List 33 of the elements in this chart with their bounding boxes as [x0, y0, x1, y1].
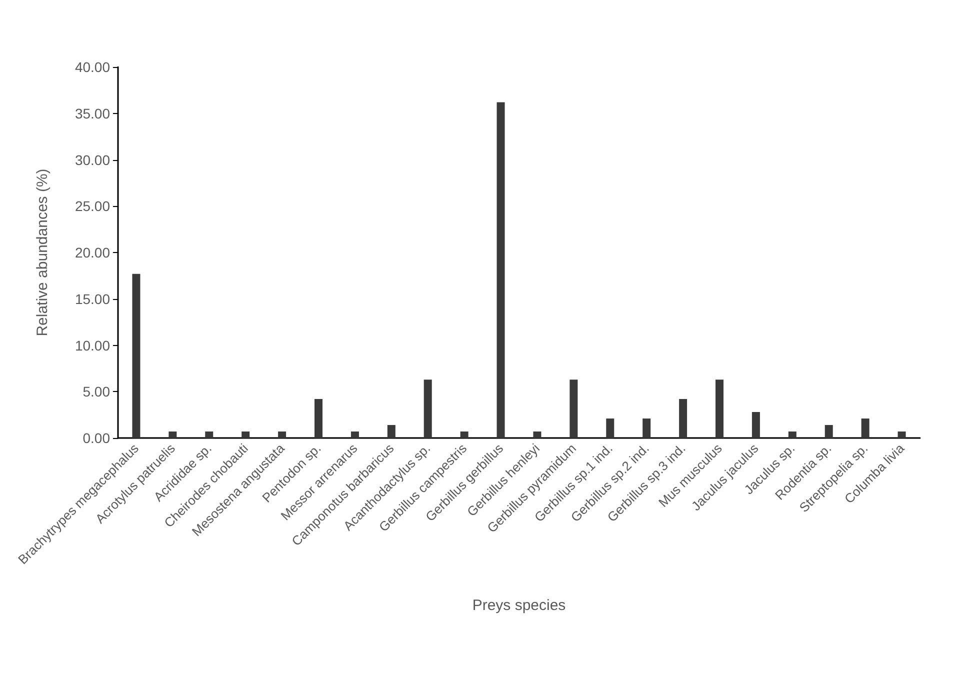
y-tick-label: 0.00	[82, 430, 110, 446]
bar	[898, 432, 906, 438]
bar	[788, 432, 796, 438]
bar	[496, 102, 505, 438]
bar	[242, 432, 250, 438]
y-tick-label: 20.00	[74, 244, 110, 260]
y-tick-label: 10.00	[74, 337, 110, 354]
bar	[278, 432, 286, 438]
bar	[424, 380, 432, 438]
y-tick-label: 35.00	[74, 105, 110, 122]
bar	[642, 418, 651, 438]
bar	[752, 412, 760, 438]
y-tick-label: 30.00	[74, 152, 110, 168]
bar	[205, 432, 214, 438]
bar	[132, 274, 140, 438]
bar	[716, 380, 724, 438]
y-tick-label: 40.00	[74, 59, 110, 75]
y-axis-title: Relative abundances (%)	[34, 168, 51, 336]
bar	[387, 425, 396, 438]
bar	[570, 380, 578, 438]
bar	[350, 432, 359, 438]
y-tick-label: 5.00	[82, 384, 110, 400]
bar	[824, 425, 833, 438]
bar	[861, 418, 870, 438]
y-tick-label: 15.00	[74, 290, 110, 307]
bar	[533, 432, 542, 438]
bar	[679, 399, 688, 438]
x-axis-title: Preys species	[472, 597, 566, 614]
y-tick-label: 25.00	[74, 198, 110, 214]
bar	[460, 432, 468, 438]
bar	[168, 432, 177, 438]
bar	[314, 399, 322, 438]
bar	[606, 418, 614, 438]
